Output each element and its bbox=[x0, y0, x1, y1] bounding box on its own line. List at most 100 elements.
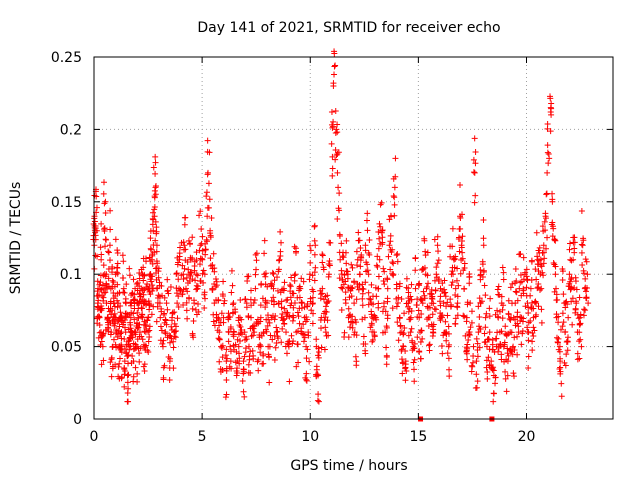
data-point bbox=[300, 278, 307, 285]
data-point bbox=[332, 107, 339, 114]
data-point bbox=[257, 349, 264, 356]
data-point bbox=[230, 300, 237, 307]
data-point bbox=[399, 359, 406, 366]
data-point bbox=[446, 373, 453, 380]
data-point bbox=[468, 368, 475, 375]
data-point bbox=[191, 297, 198, 304]
data-point bbox=[579, 262, 586, 269]
data-point bbox=[153, 318, 160, 325]
data-point bbox=[433, 264, 440, 271]
data-point bbox=[363, 217, 370, 224]
data-point bbox=[156, 279, 163, 286]
data-point bbox=[311, 277, 318, 284]
data-point bbox=[481, 339, 488, 346]
data-point bbox=[536, 244, 543, 251]
data-point bbox=[558, 380, 565, 387]
data-point bbox=[331, 48, 338, 55]
data-point bbox=[426, 347, 433, 354]
data-point bbox=[552, 271, 559, 278]
data-point bbox=[452, 315, 459, 322]
data-point bbox=[146, 327, 153, 334]
data-point bbox=[441, 290, 448, 297]
data-point bbox=[105, 248, 112, 255]
data-point bbox=[375, 304, 382, 311]
data-point bbox=[514, 313, 521, 320]
data-point bbox=[201, 271, 208, 278]
data-point bbox=[463, 318, 470, 325]
data-point bbox=[168, 317, 175, 324]
data-point bbox=[203, 189, 210, 196]
data-point bbox=[274, 328, 281, 335]
data-point bbox=[172, 334, 179, 341]
data-point bbox=[357, 244, 364, 251]
data-point bbox=[474, 378, 481, 385]
data-point bbox=[121, 335, 128, 342]
data-point bbox=[138, 333, 145, 340]
data-point bbox=[250, 300, 257, 307]
data-point bbox=[559, 310, 566, 317]
data-point bbox=[397, 322, 404, 329]
data-point bbox=[101, 226, 108, 233]
data-point bbox=[443, 337, 450, 344]
data-point bbox=[448, 282, 455, 289]
data-point bbox=[265, 351, 272, 358]
data-point bbox=[322, 314, 329, 321]
data-point bbox=[492, 374, 499, 381]
data-point bbox=[434, 233, 441, 240]
data-point bbox=[118, 375, 125, 382]
data-point bbox=[401, 324, 408, 331]
data-point bbox=[549, 190, 556, 197]
data-point bbox=[490, 390, 497, 397]
y-tick-label: 0.1 bbox=[60, 267, 82, 283]
data-point bbox=[360, 341, 367, 348]
data-point bbox=[429, 333, 436, 340]
data-point bbox=[173, 270, 180, 277]
data-point bbox=[105, 328, 112, 335]
data-point bbox=[473, 371, 480, 378]
data-point bbox=[581, 306, 588, 313]
data-point bbox=[461, 286, 468, 293]
data-point bbox=[353, 296, 360, 303]
data-point bbox=[576, 338, 583, 345]
data-point bbox=[134, 309, 141, 316]
data-point bbox=[221, 297, 228, 304]
data-point bbox=[362, 347, 369, 354]
data-point bbox=[373, 293, 380, 300]
data-point bbox=[114, 304, 121, 311]
data-point bbox=[394, 251, 401, 258]
data-point bbox=[287, 302, 294, 309]
data-point bbox=[364, 227, 371, 234]
data-point bbox=[285, 338, 292, 345]
data-point bbox=[291, 277, 298, 284]
data-point bbox=[210, 250, 217, 257]
data-point bbox=[473, 358, 480, 365]
plot-frame bbox=[93, 56, 614, 420]
data-point bbox=[213, 282, 220, 289]
data-point bbox=[321, 346, 328, 353]
data-point bbox=[158, 327, 165, 334]
data-point bbox=[424, 249, 431, 256]
data-point bbox=[309, 301, 316, 308]
data-point bbox=[220, 319, 227, 326]
data-point bbox=[401, 310, 408, 317]
data-point bbox=[185, 266, 192, 273]
data-point bbox=[279, 325, 286, 332]
data-point bbox=[543, 190, 550, 197]
data-point bbox=[377, 223, 384, 230]
data-point bbox=[177, 288, 184, 295]
data-point bbox=[194, 272, 201, 279]
data-point bbox=[580, 270, 587, 277]
data-point bbox=[219, 354, 226, 361]
data-point bbox=[144, 280, 151, 287]
data-point bbox=[386, 242, 393, 249]
data-point bbox=[470, 343, 477, 350]
data-point bbox=[121, 345, 128, 352]
data-point bbox=[251, 329, 258, 336]
data-point bbox=[463, 348, 470, 355]
data-point bbox=[375, 273, 382, 280]
data-point bbox=[99, 343, 106, 350]
data-point bbox=[538, 319, 545, 326]
data-point bbox=[542, 210, 549, 217]
data-point bbox=[555, 313, 562, 320]
data-point bbox=[508, 329, 515, 336]
